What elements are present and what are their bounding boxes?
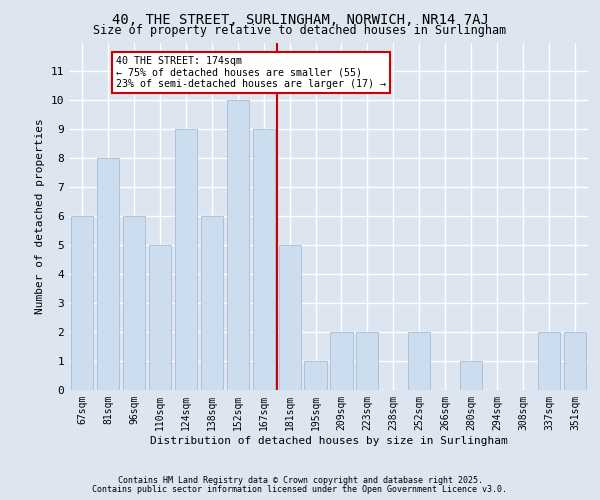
Bar: [149, 245, 171, 390]
Bar: [278, 245, 301, 390]
Text: Contains HM Land Registry data © Crown copyright and database right 2025.: Contains HM Land Registry data © Crown c…: [118, 476, 482, 485]
Bar: [564, 332, 586, 390]
Text: 40, THE STREET, SURLINGHAM, NORWICH, NR14 7AJ: 40, THE STREET, SURLINGHAM, NORWICH, NR1…: [112, 12, 488, 26]
Bar: [253, 130, 275, 390]
Bar: [331, 332, 353, 390]
Text: Size of property relative to detached houses in Surlingham: Size of property relative to detached ho…: [94, 24, 506, 37]
Bar: [97, 158, 119, 390]
Text: 40 THE STREET: 174sqm
← 75% of detached houses are smaller (55)
23% of semi-deta: 40 THE STREET: 174sqm ← 75% of detached …: [116, 56, 386, 88]
Bar: [304, 361, 326, 390]
Bar: [538, 332, 560, 390]
Bar: [175, 130, 197, 390]
Bar: [408, 332, 430, 390]
Bar: [71, 216, 93, 390]
Bar: [356, 332, 379, 390]
Y-axis label: Number of detached properties: Number of detached properties: [35, 118, 45, 314]
Bar: [227, 100, 249, 390]
X-axis label: Distribution of detached houses by size in Surlingham: Distribution of detached houses by size …: [149, 436, 508, 446]
Text: Contains public sector information licensed under the Open Government Licence v3: Contains public sector information licen…: [92, 485, 508, 494]
Bar: [460, 361, 482, 390]
Bar: [123, 216, 145, 390]
Bar: [200, 216, 223, 390]
